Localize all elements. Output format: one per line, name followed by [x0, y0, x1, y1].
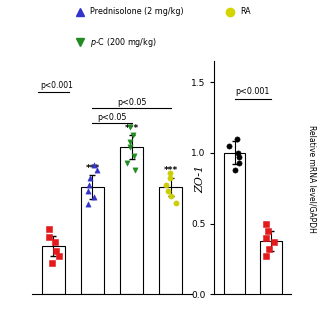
Point [49, 261, 54, 266]
Text: p<0.001: p<0.001 [236, 87, 270, 96]
Point [130, 133, 135, 138]
Text: p<0.05: p<0.05 [117, 98, 146, 107]
Point [132, 153, 137, 158]
Text: p<0.001: p<0.001 [40, 81, 73, 90]
Text: ZO-1: ZO-1 [195, 165, 205, 193]
Point [163, 183, 168, 188]
Point [264, 254, 269, 259]
Text: ***: *** [85, 164, 100, 173]
Point [236, 155, 241, 160]
Point [86, 188, 91, 193]
Point [236, 150, 241, 156]
Text: Relative mRNA level/GAPDH: Relative mRNA level/GAPDH [308, 125, 317, 233]
Point [127, 140, 132, 145]
Point [47, 226, 52, 231]
Point [165, 188, 171, 193]
Point [56, 254, 61, 259]
Point [167, 176, 172, 181]
Point [233, 167, 238, 172]
Point [271, 239, 276, 244]
Bar [42, 246, 65, 294]
Point [52, 240, 57, 245]
Point [54, 249, 59, 254]
Text: RA: RA [240, 7, 251, 16]
Point [263, 235, 268, 240]
Point [133, 167, 138, 172]
Point [265, 228, 270, 233]
Bar [260, 241, 282, 294]
Text: ***: *** [124, 124, 139, 133]
Point [168, 171, 173, 176]
Point [47, 235, 52, 240]
Point [266, 246, 271, 252]
Point [88, 176, 93, 181]
Point [94, 167, 99, 172]
Point [92, 162, 97, 167]
Point [169, 193, 174, 198]
Point [87, 183, 92, 188]
Point [127, 145, 132, 150]
Bar [224, 153, 245, 294]
Point [85, 202, 91, 207]
Point [236, 160, 241, 165]
Bar [159, 187, 182, 294]
Point [91, 195, 96, 200]
Text: p<0.05: p<0.05 [97, 113, 127, 122]
Point [124, 160, 130, 165]
Point [264, 221, 269, 226]
Point [234, 136, 239, 141]
Text: Prednisolone (2 mg/kg): Prednisolone (2 mg/kg) [90, 7, 183, 16]
Bar [120, 147, 143, 294]
Text: $p$-C (200 mg/kg): $p$-C (200 mg/kg) [90, 36, 156, 49]
Bar [81, 187, 104, 294]
Point [227, 143, 232, 148]
Point [128, 124, 133, 129]
Point [174, 200, 179, 205]
Text: ***: *** [164, 166, 178, 175]
